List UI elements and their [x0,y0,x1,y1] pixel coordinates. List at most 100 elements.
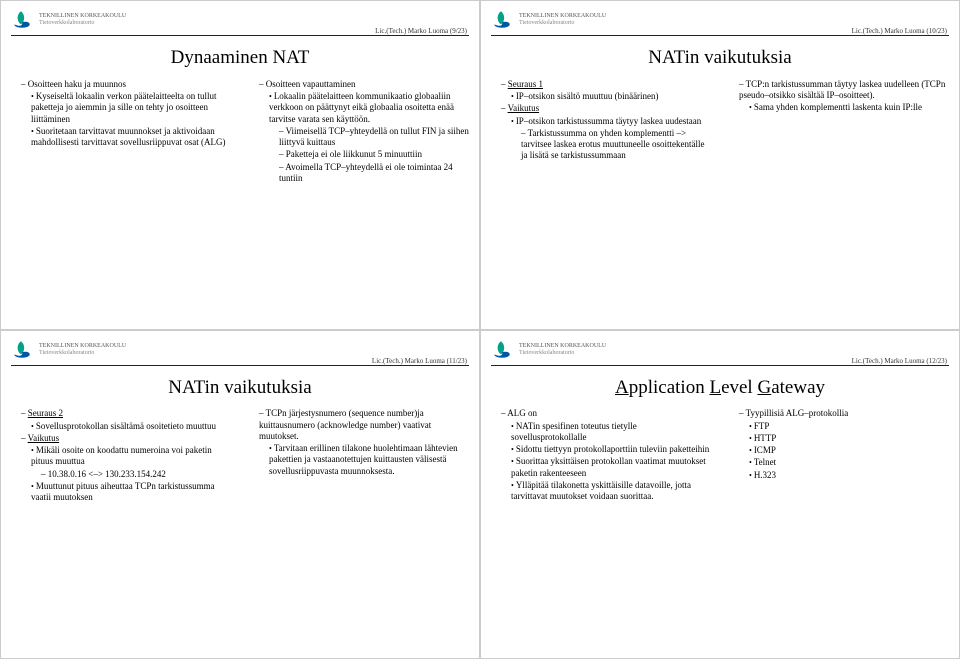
bullet-item: Avoimella TCP–yhteydellä ei ole toiminta… [279,162,469,185]
bullet-text: Osoitteen haku ja muunnos [28,79,126,89]
page-reference: Lic.(Tech.) Marko Luoma (10/23) [852,27,947,36]
bullet-list-l2: NATin spesifinen toteutus tietylle sovel… [501,421,711,503]
university-logo [491,9,513,31]
bullet-text: IP–otsikon tarkistussumma täytyy laskea … [516,116,701,126]
bullet-text: Vaikutus [28,433,60,443]
header-line1: TEKNILLINEN KORKEAKOULU [519,343,606,350]
bullet-list-l2: Lokaalin päätelaitteen kommunikaatio glo… [259,91,469,184]
bullet-list-l1: Tyypillisiä ALG–protokolliaFTPHTTPICMPTe… [729,408,949,481]
bullet-item: TCPn järjestysnumero (sequence number)ja… [259,408,469,477]
bullet-item: Tarvitaan erillinen tilakone huolehtimaa… [269,443,469,477]
bullet-list-l1: TCPn järjestysnumero (sequence number)ja… [249,408,469,477]
header-text: TEKNILLINEN KORKEAKOULU Tietoverkkolabor… [519,13,606,26]
bullet-list-l1: Seuraus 1IP–otsikon sisältö muuttuu (bin… [491,79,711,162]
header-line2: Tietoverkkolaboratorio [39,20,126,27]
bullet-item: ALG on NATin spesifinen toteutus tietylle… [501,408,711,502]
page-reference: Lic.(Tech.) Marko Luoma (11/23) [372,357,467,366]
bullet-list-l2: Sovellusprotokollan sisältämä osoitetiet… [21,421,231,432]
header-line1: TEKNILLINEN KORKEAKOULU [519,13,606,20]
logo-icon [491,339,513,361]
right-column: Osoitteen vapauttaminen Lokaalin päätelai… [249,78,469,185]
bullet-text: 10.38.0.16 <–> 130.233.154.242 [48,469,166,479]
bullet-item: Suorittaa yksittäisen protokollan vaatim… [511,456,711,479]
bullet-text: Kyseiseltä lokaalin verkon päätelaitteel… [31,91,217,124]
bullet-list-l3: 10.38.0.16 <–> 130.233.154.242 [31,469,231,480]
bullet-item: TCP:n tarkistussumman täytyy laskea uude… [739,79,949,114]
bullet-list-l2: Tarvitaan erillinen tilakone huolehtimaa… [259,443,469,477]
slide-1: TEKNILLINEN KORKEAKOULU Tietoverkkolabor… [0,0,480,330]
header-line1: TEKNILLINEN KORKEAKOULU [39,13,126,20]
left-column: Seuraus 1IP–otsikon sisältö muuttuu (bin… [491,78,711,163]
bullet-text: FTP [754,421,770,431]
bullet-text: TCP:n tarkistussumman täytyy laskea uude… [739,79,945,100]
header-line1: TEKNILLINEN KORKEAKOULU [39,343,126,350]
bullet-item: Sovellusprotokollan sisältämä osoitetiet… [31,421,231,432]
bullet-text: Sama yhden komplementti laskenta kuin IP… [754,102,922,112]
bullet-text: Ylläpitää tilakonetta yskittäisille data… [511,480,691,501]
bullet-item: Paketteja ei ole liikkunut 5 minuuttiin [279,149,469,160]
bullet-list-l1: Osoitteen vapauttaminen Lokaalin päätelai… [249,79,469,184]
header-line2: Tietoverkkolaboratorio [519,350,606,357]
bullet-item: NATin spesifinen toteutus tietylle sovel… [511,421,711,444]
bullet-text: Tarkistussumma on yhden komplementti –> … [521,128,704,161]
bullet-list-l2: Mikäli osoite on koodattu numeroina voi … [21,445,231,503]
bullet-item: FTP [749,421,949,432]
university-logo [491,339,513,361]
bullet-item: Mikäli osoite on koodattu numeroina voi … [31,445,231,480]
bullet-item: Vaikutus Mikäli osoite on koodattu numero… [21,433,231,504]
bullet-text: Tyypillisiä ALG–protokollia [746,408,849,418]
slide-2: TEKNILLINEN KORKEAKOULU Tietoverkkolabor… [480,0,960,330]
bullet-item: VaikutusIP–otsikon tarkistussumma täytyy… [501,103,711,161]
bullet-item: Lokaalin päätelaitteen kommunikaatio glo… [269,91,469,184]
bullet-item: Seuraus 1IP–otsikon sisältö muuttuu (bin… [501,79,711,103]
bullet-item: Osoitteen haku ja muunnos Kyseiseltä loka… [21,79,231,149]
left-column: Osoitteen haku ja muunnos Kyseiseltä loka… [11,78,231,185]
bullet-text: ALG on [507,408,537,418]
slide-title: NATin vaikutuksia [491,46,949,70]
bullet-text: Avoimella TCP–yhteydellä ei ole toiminta… [279,162,453,183]
bullet-item: Osoitteen vapauttaminen Lokaalin päätelai… [259,79,469,184]
bullet-item: Sidottu tiettyyn protokollaporttiin tule… [511,444,711,455]
header-line2: Tietoverkkolaboratorio [39,350,126,357]
bullet-text: H.323 [754,470,776,480]
bullet-item: Seuraus 2Sovellusprotokollan sisältämä o… [21,408,231,432]
content-columns: ALG on NATin spesifinen toteutus tietylle… [491,407,949,503]
bullet-item: Tyypillisiä ALG–protokolliaFTPHTTPICMPTe… [739,408,949,481]
bullet-text: Mikäli osoite on koodattu numeroina voi … [31,445,212,466]
page-reference: Lic.(Tech.) Marko Luoma (9/23) [375,27,467,36]
logo-icon [11,9,33,31]
bullet-item: 10.38.0.16 <–> 130.233.154.242 [41,469,231,480]
bullet-item: Ylläpitää tilakonetta yskittäisille data… [511,480,711,503]
bullet-text: Suoritetaan tarvittavat muunnokset ja ak… [31,126,225,147]
bullet-text: Osoitteen vapauttaminen [266,79,356,89]
bullet-text: ICMP [754,445,776,455]
bullet-item: Sama yhden komplementti laskenta kuin IP… [749,102,949,113]
bullet-text: Sovellusprotokollan sisältämä osoitetiet… [36,421,216,431]
bullet-text: Seuraus 1 [508,79,543,89]
page-reference: Lic.(Tech.) Marko Luoma (12/23) [852,357,947,366]
bullet-item: Kyseiseltä lokaalin verkon päätelaitteel… [31,91,231,125]
bullet-item: Telnet [749,457,949,468]
logo-icon [11,339,33,361]
bullet-text: Tarvitaan erillinen tilakone huolehtimaa… [269,443,458,476]
right-column: TCPn järjestysnumero (sequence number)ja… [249,407,469,504]
slide-3: TEKNILLINEN KORKEAKOULU Tietoverkkolabor… [0,330,480,659]
bullet-list-l1: Seuraus 2Sovellusprotokollan sisältämä o… [11,408,231,503]
slide-title: Application Level Gateway [491,376,949,400]
logo-icon [491,9,513,31]
university-logo [11,9,33,31]
bullet-item: Viimeisellä TCP–yhteydellä on tullut FIN… [279,126,469,149]
slide-title: NATin vaikutuksia [11,376,469,400]
bullet-list-l1: ALG on NATin spesifinen toteutus tietylle… [491,408,711,502]
bullet-item: ICMP [749,445,949,456]
bullet-item: Suoritetaan tarvittavat muunnokset ja ak… [31,126,231,149]
slide-title: Dynaaminen NAT [11,46,469,70]
bullet-list-l1: Osoitteen haku ja muunnos Kyseiseltä loka… [11,79,231,149]
right-column: Tyypillisiä ALG–protokolliaFTPHTTPICMPTe… [729,407,949,503]
bullet-text: Telnet [754,457,776,467]
content-columns: Osoitteen haku ja muunnos Kyseiseltä loka… [11,78,469,185]
header-text: TEKNILLINEN KORKEAKOULU Tietoverkkolabor… [39,13,126,26]
left-column: Seuraus 2Sovellusprotokollan sisältämä o… [11,407,231,504]
bullet-text: Suorittaa yksittäisen protokollan vaatim… [511,456,706,477]
bullet-text: NATin spesifinen toteutus tietylle sovel… [511,421,637,442]
